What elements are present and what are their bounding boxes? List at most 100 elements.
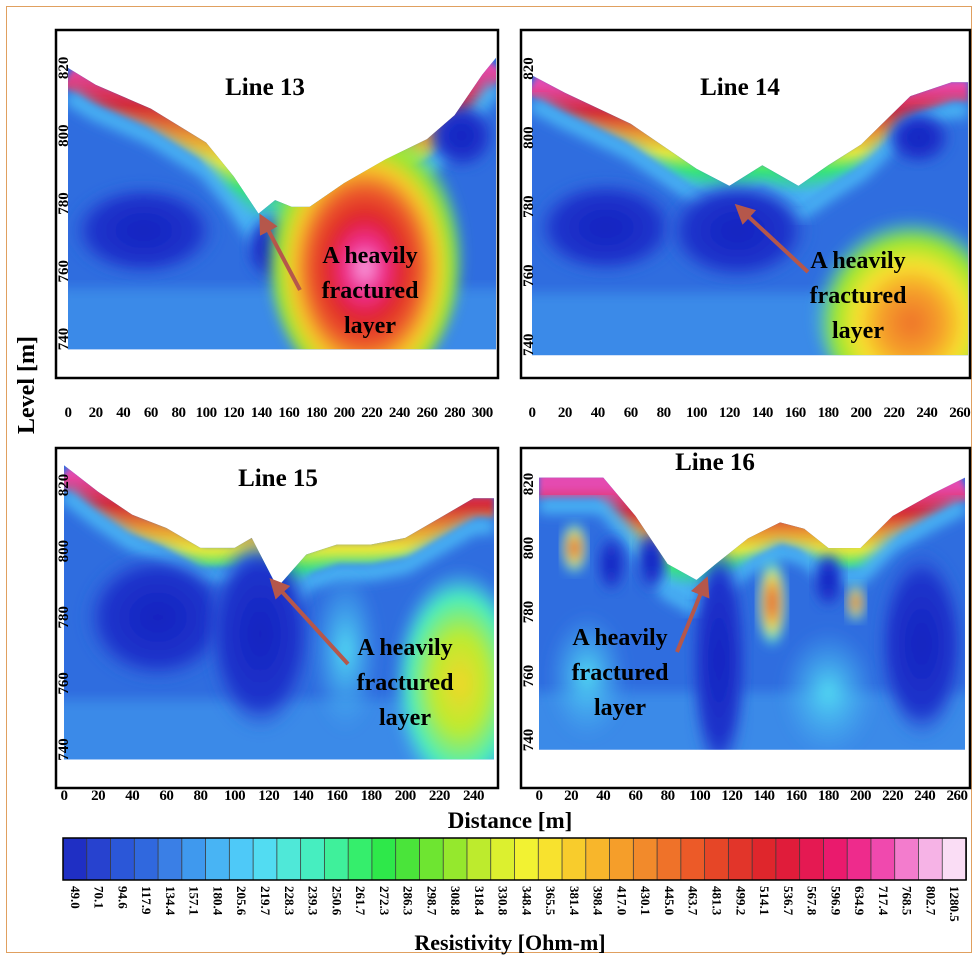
colorbar-tick-label: 398.4: [591, 886, 606, 916]
colorbar-swatch: [371, 837, 397, 881]
y-tick-label: 740: [521, 333, 537, 356]
x-tick-label: 80: [661, 788, 675, 804]
x-tick-label: 260: [949, 405, 970, 421]
annotation-arrow: [675, 576, 710, 653]
colorbar-tick-label: 768.5: [900, 886, 915, 916]
colorbar-swatch: [347, 837, 373, 881]
colorbar-tick-label: 481.3: [710, 886, 725, 916]
colorbar-tick-label: 134.4: [163, 886, 178, 916]
colorbar-tick-label: 49.0: [68, 886, 83, 909]
colorbar-tick-label: 567.8: [805, 886, 820, 916]
x-tick-label: 0: [529, 405, 536, 421]
annotation-arrow: [259, 213, 302, 291]
y-tick-label: 740: [56, 738, 72, 761]
colorbar-tick-label: 318.4: [472, 886, 487, 916]
colorbar-tick-label: 381.4: [567, 886, 582, 916]
colorbar-swatch: [395, 837, 421, 881]
colorbar-swatch: [466, 837, 492, 881]
colorbar-tick-label: 157.1: [187, 886, 202, 915]
colorbar-tick-label: 330.8: [496, 886, 511, 916]
panel-title: Line 16: [675, 449, 755, 476]
colorbar-swatch: [799, 837, 825, 881]
x-tick-label: 100: [689, 788, 710, 804]
x-tick-label: 20: [558, 405, 572, 421]
x-tick-label: 140: [251, 405, 272, 421]
x-tick-label: 180: [818, 788, 839, 804]
colorbar-tick-label: 1280.5: [947, 886, 962, 922]
colorbar-swatch: [537, 837, 563, 881]
annotation-line: A heavily: [357, 635, 452, 661]
annotation-arrow: [269, 577, 350, 666]
y-axis-label: Level [m]: [14, 336, 40, 434]
x-tick-label: 20: [89, 405, 103, 421]
colorbar-swatch: [490, 837, 516, 881]
y-tick-label: 760: [521, 264, 537, 287]
colorbar-swatch: [609, 837, 635, 881]
x-tick-label: 220: [361, 405, 382, 421]
colorbar-tick-label: 802.7: [923, 886, 938, 916]
x-tick-label: 240: [916, 405, 937, 421]
x-tick-label: 160: [785, 405, 806, 421]
colorbar-swatch: [252, 837, 278, 881]
x-tick-label: 240: [389, 405, 410, 421]
x-tick-label: 240: [463, 788, 484, 804]
colorbar-swatch: [870, 837, 896, 881]
x-tick-label: 120: [223, 405, 244, 421]
x-tick-label: 40: [596, 788, 610, 804]
x-tick-label: 140: [754, 788, 775, 804]
x-tick-label: 180: [818, 405, 839, 421]
y-tick-label: 780: [521, 195, 537, 218]
y-tick-label: 740: [56, 328, 72, 351]
y-tick-label: 800: [521, 537, 537, 560]
x-tick-label: 160: [327, 788, 348, 804]
annotation-line: fractured: [572, 660, 670, 686]
y-tick-label: 800: [56, 540, 72, 563]
annotation-fractured-layer: A heavily fractured layer: [734, 203, 907, 344]
colorbar: 49.0 70.1 94.6 117.9 134.4 157.1 180.4 205.6 219…: [62, 837, 967, 922]
colorbar-swatch: [276, 837, 302, 881]
colorbar-swatch: [561, 837, 587, 881]
y-tick-label: 760: [521, 665, 537, 688]
annotation-line: A heavily: [322, 243, 417, 269]
x-tick-label: 80: [657, 405, 671, 421]
colorbar-tick-label: 272.3: [377, 886, 392, 916]
resistivity-section: [539, 477, 965, 750]
colorbar-swatch: [918, 837, 944, 881]
y-tick-label: 820: [521, 57, 537, 80]
annotation-arrow: [734, 203, 810, 274]
panel-title: Line 13: [225, 74, 305, 101]
x-tick-label: 120: [721, 788, 742, 804]
x-tick-label: 100: [196, 405, 217, 421]
colorbar-swatch: [62, 837, 88, 881]
colorbar-tick-label: 298.7: [424, 886, 439, 916]
x-tick-label: 40: [116, 405, 130, 421]
colorbar-swatch: [656, 837, 682, 881]
colorbar-tick-label: 417.0: [614, 886, 629, 915]
annotation-fractured-layer: A heavily fractured layer: [572, 576, 710, 721]
panel-title: Line 15: [238, 465, 318, 492]
annotation-line: A heavily: [572, 625, 667, 651]
colorbar-tick-label: 70.1: [92, 886, 107, 909]
colorbar-swatch: [110, 837, 136, 881]
x-tick-label: 260: [416, 405, 437, 421]
x-tick-label: 220: [429, 788, 450, 804]
resistivity-section: [532, 75, 968, 356]
x-tick-label: 300: [472, 405, 493, 421]
x-tick-label: 40: [591, 405, 605, 421]
colorbar-tick-label: 261.7: [353, 886, 368, 916]
colorbar-tick-label: 205.6: [234, 886, 249, 916]
y-tick-label: 760: [56, 260, 72, 283]
colorbar-tick-label: 219.7: [258, 886, 273, 916]
y-tick-label: 820: [56, 474, 72, 497]
x-tick-label: 200: [395, 788, 416, 804]
colorbar-tick-label: 228.3: [282, 886, 297, 916]
figure-frame: [6, 6, 972, 953]
annotation-line: layer: [832, 318, 884, 344]
colorbar-swatch: [941, 837, 967, 881]
y-tick-label: 780: [521, 601, 537, 624]
colorbar-tick-label: 239.3: [306, 886, 321, 916]
colorbar-swatch: [704, 837, 730, 881]
colorbar-swatch: [181, 837, 207, 881]
colorbar-swatch: [632, 837, 658, 881]
